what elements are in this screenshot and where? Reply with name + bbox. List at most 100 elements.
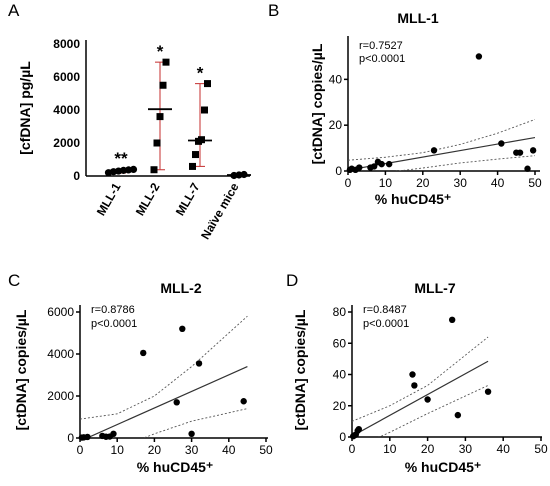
x-tick-label: 50	[528, 176, 542, 190]
y-tick-label: 0	[67, 431, 74, 445]
panel-title: MLL-7	[414, 280, 455, 296]
x-tick-label: MLL-2	[133, 180, 163, 218]
ci-lower-line	[142, 408, 248, 438]
y-axis-label: [ctDNA] copies/µL	[13, 309, 29, 430]
data-point	[162, 58, 170, 66]
x-tick-label: Naïve mice	[198, 180, 242, 242]
data-point	[201, 106, 208, 114]
data-point	[188, 430, 195, 437]
regression-lines	[352, 336, 489, 437]
x-tick-label: 0	[345, 176, 352, 190]
data-point	[516, 149, 524, 156]
dot-plot-marks: ****	[104, 42, 251, 180]
y-tick-label: 40	[329, 72, 343, 86]
correlation-r: r=0.8487	[363, 304, 407, 316]
data-point	[430, 147, 438, 154]
data-point	[179, 325, 186, 332]
y-axis-label: [cfDNA] pg/µL	[17, 61, 33, 155]
x-tick-labels: MLL-1 MLL-2 MLL-7 Naïve mice	[94, 180, 242, 242]
data-point	[195, 360, 203, 367]
y-tick-label: 2000	[53, 136, 80, 150]
data-point	[192, 151, 199, 159]
data-point	[475, 53, 483, 60]
x-tick-label: 30	[459, 442, 473, 456]
x-axis-label: % huCD45⁺	[405, 459, 482, 475]
panel-letter-b: B	[268, 1, 279, 20]
y-ticks: 0 2000 4000 6000 8000	[53, 37, 80, 183]
data-point	[140, 349, 147, 357]
scatter-marks	[346, 53, 537, 174]
y-tick-label: 8000	[53, 37, 80, 51]
y-tick-label: 0	[335, 164, 342, 178]
data-point	[159, 81, 167, 89]
x-tick-label: 20	[416, 176, 430, 190]
x-tick-label: 20	[148, 443, 162, 457]
significance-marker: *	[197, 64, 204, 83]
data-point	[524, 165, 531, 172]
y-tick-label: 4000	[53, 103, 80, 117]
data-point	[204, 80, 211, 88]
x-tick-label: MLL-1	[94, 180, 124, 218]
y-tick-label: 2000	[47, 389, 74, 403]
data-point	[484, 388, 492, 395]
x-tick-label: MLL-7	[173, 180, 203, 218]
x-tick-label: 30	[454, 176, 468, 190]
significance-marker: **	[114, 149, 128, 168]
y-tick-label: 4000	[47, 347, 74, 361]
panel-letter-d: D	[286, 271, 298, 290]
x-tick-label: 40	[497, 442, 511, 456]
data-point	[153, 139, 161, 147]
ci-lower-line	[394, 155, 535, 171]
x-tick-label: 10	[379, 176, 393, 190]
data-point	[424, 396, 431, 403]
y-tick-label: 20	[333, 399, 347, 413]
panel-c: C MLL-2 [ctDNA] copies/µL % huCD45⁺ r=0.…	[8, 271, 273, 475]
y-tick-label: 0	[73, 169, 80, 183]
data-point	[173, 399, 180, 406]
data-point	[355, 425, 363, 433]
data-point	[240, 398, 247, 405]
significance-marker: *	[157, 42, 164, 61]
p-value: p<0.0001	[359, 53, 405, 65]
ci-upper-line	[352, 336, 489, 422]
data-point	[411, 382, 418, 389]
y-axis-label: [ctDNA] copies/µL	[309, 43, 325, 164]
scatter-marks	[78, 315, 248, 441]
x-tick-label: 50	[259, 443, 273, 457]
data-point	[498, 140, 505, 147]
y-axis-label: [ctDNA] copies/µL	[292, 309, 308, 430]
correlation-r: r=0.8786	[91, 304, 135, 316]
data-point	[454, 411, 462, 419]
data-point	[129, 165, 138, 173]
x-tick-label: 0	[349, 442, 356, 456]
data-point	[385, 160, 393, 168]
data-point	[110, 430, 117, 437]
x-tick-label: 10	[111, 443, 125, 457]
scatter-marks	[349, 316, 492, 440]
x-tick-label: 50	[534, 442, 548, 456]
panel-letter-a: A	[8, 1, 20, 20]
data-point	[84, 433, 91, 441]
x-axis-label: % huCD45⁺	[375, 191, 452, 207]
data-point	[448, 316, 456, 324]
data-point	[409, 371, 416, 378]
x-tick-label: 40	[222, 443, 236, 457]
p-value: p<0.0001	[363, 318, 409, 330]
y-tick-label: 60	[333, 336, 347, 350]
regression-line	[352, 360, 489, 437]
x-tick-label: 20	[421, 442, 435, 456]
data-point	[356, 164, 363, 171]
panel-title: MLL-2	[160, 280, 201, 296]
y-tick-label: 80	[333, 305, 347, 319]
x-tick-label: 30	[185, 443, 199, 457]
axis-ticks: 0 10 20 30 40 50 0 2000 4000 6000	[47, 305, 273, 457]
ci-lower-line	[378, 385, 489, 437]
data-point	[150, 166, 158, 174]
x-tick-label: 40	[491, 176, 505, 190]
x-tick-label: 0	[77, 443, 84, 457]
data-point	[370, 163, 378, 170]
y-tick-label: 6000	[47, 305, 74, 319]
ci-upper-line	[80, 315, 248, 420]
p-value: p<0.0001	[91, 318, 137, 330]
